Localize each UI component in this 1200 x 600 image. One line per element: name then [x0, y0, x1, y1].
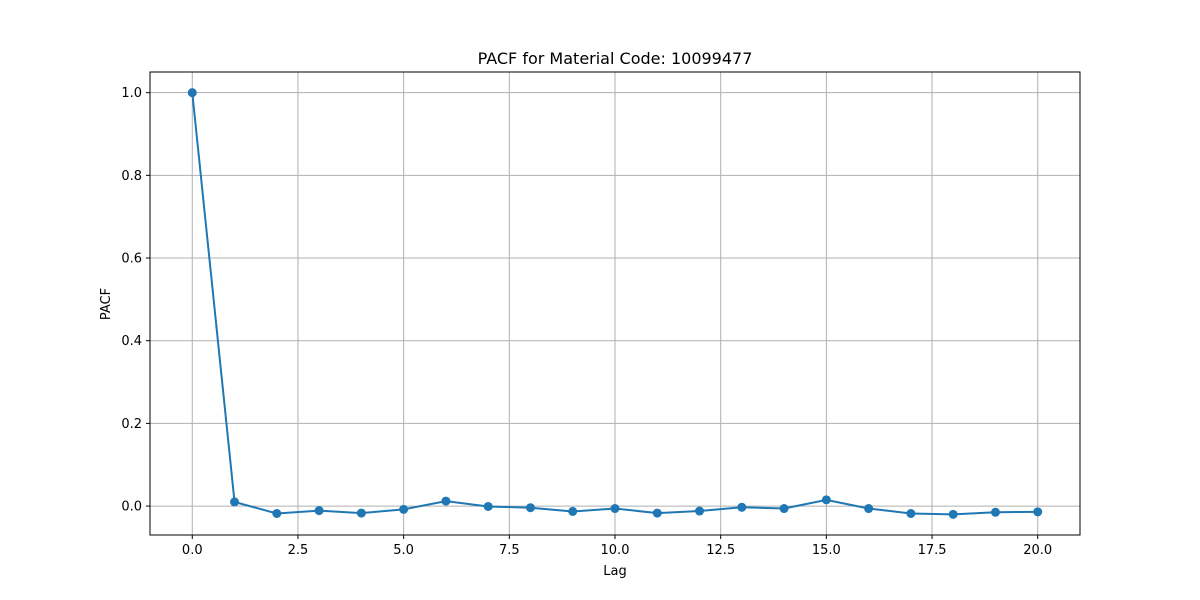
pacf-point: [948, 509, 958, 519]
pacf-point: [187, 88, 197, 98]
x-tick-label: 17.5: [918, 543, 947, 558]
pacf-point: [695, 506, 705, 516]
x-tick-label: 15.0: [812, 543, 841, 558]
pacf-point: [821, 495, 831, 505]
x-tick-label: 5.0: [393, 543, 414, 558]
x-tick-label: 7.5: [499, 543, 520, 558]
pacf-point: [356, 508, 366, 518]
pacf-point: [610, 504, 620, 514]
pacf-point: [990, 507, 1000, 517]
x-tick-label: 12.5: [706, 543, 735, 558]
pacf-point: [864, 504, 874, 514]
pacf-point: [525, 503, 535, 513]
pacf-point: [1033, 507, 1043, 517]
pacf-point: [483, 501, 493, 511]
x-tick-label: 10.0: [601, 543, 630, 558]
y-axis-ticks: 0.0 0.2 0.4 0.6 0.8 1.0: [121, 86, 150, 515]
y-tick-label: 0.0: [121, 500, 142, 515]
x-axis-label: Lag: [603, 564, 626, 579]
x-tick-label: 2.5: [288, 543, 309, 558]
pacf-point: [314, 506, 324, 516]
pacf-point: [441, 496, 451, 506]
x-axis-ticks: 0.0 2.5 5.0 7.5 10.0 12.5 15.0 17.5 20.0: [182, 535, 1052, 558]
pacf-series: [187, 88, 1043, 519]
pacf-point: [737, 502, 747, 512]
plot-area-frame: [149, 71, 1081, 536]
y-tick-label: 0.4: [121, 334, 142, 349]
chart-title: PACF for Material Code: 10099477: [478, 49, 753, 68]
y-tick-label: 0.2: [121, 417, 142, 432]
y-tick-label: 0.8: [121, 169, 142, 184]
pacf-point: [568, 506, 578, 516]
y-tick-label: 0.6: [121, 252, 142, 267]
y-axis-label: PACF: [99, 288, 114, 320]
pacf-point: [230, 497, 240, 507]
pacf-point: [779, 504, 789, 514]
pacf-point: [399, 504, 409, 514]
pacf-point: [272, 509, 282, 519]
x-tick-label: 0.0: [182, 543, 203, 558]
x-tick-label: 20.0: [1023, 543, 1052, 558]
pacf-point: [906, 509, 916, 519]
y-tick-label: 1.0: [121, 86, 142, 101]
pacf-point: [652, 508, 662, 518]
